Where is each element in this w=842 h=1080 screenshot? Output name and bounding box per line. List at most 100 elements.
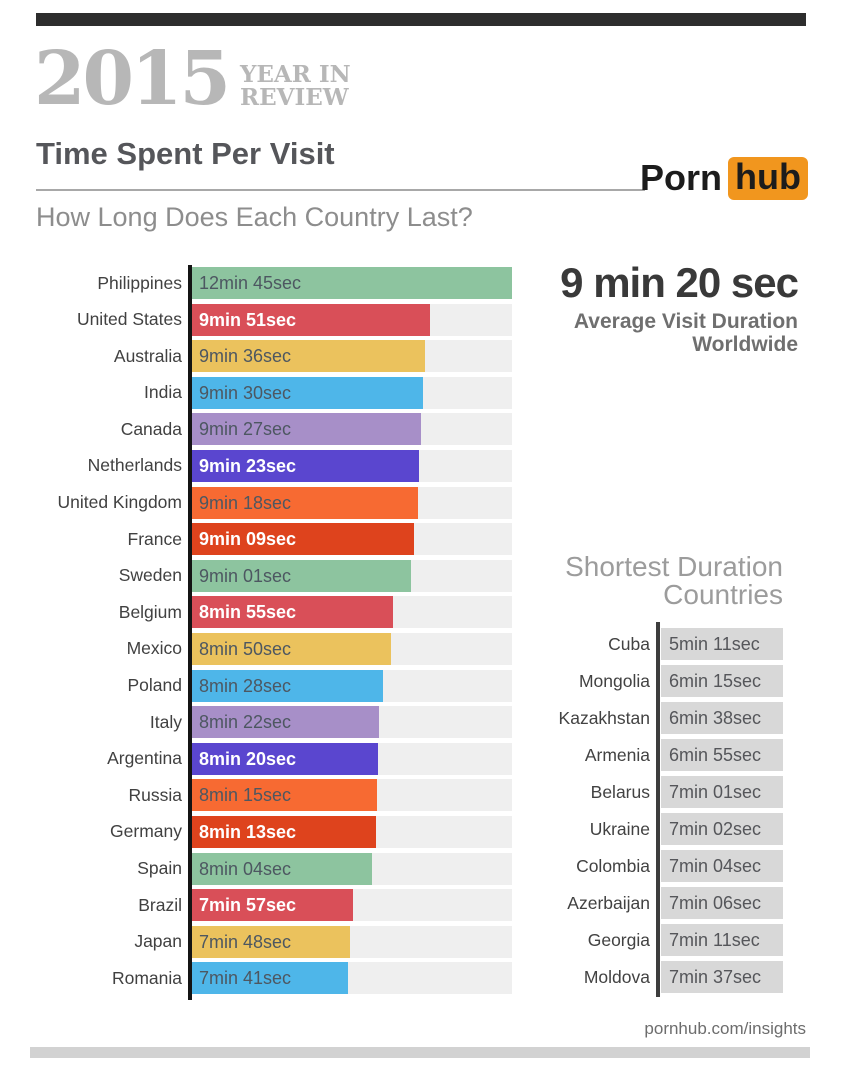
chart-row: Canada 9min 27sec: [36, 413, 522, 446]
chart-axis-line: [188, 265, 192, 1000]
bottom-accent-bar: [30, 1047, 810, 1058]
bar-track: 7min 57sec: [192, 889, 512, 922]
duration-bar: 9min 27sec: [192, 413, 422, 446]
duration-value: 9min 09sec: [199, 529, 297, 550]
chart-row: Brazil 7min 57sec: [36, 889, 522, 922]
country-label: Belgium: [118, 601, 182, 622]
country-label: Romania: [111, 967, 182, 988]
shortest-list-axis-line: [656, 622, 660, 997]
duration-value: 8min 04sec: [199, 858, 292, 879]
duration-bar: 8min 15sec: [192, 779, 377, 812]
shortest-row: Mongolia 6min 15sec: [500, 665, 783, 697]
duration-bar: 9min 36sec: [192, 340, 425, 373]
duration-bar: 8min 22sec: [192, 706, 379, 739]
shortest-row: Cuba 5min 11sec: [500, 628, 783, 660]
bar-track: 8min 55sec: [192, 596, 512, 629]
duration-value: 7min 41sec: [199, 968, 292, 989]
chart-row: Romania 7min 41sec: [36, 962, 522, 995]
duration-bar: 12min 45sec: [192, 267, 512, 299]
duration-value: 8min 20sec: [199, 748, 297, 769]
duration-value: 9min 01sec: [199, 565, 292, 586]
country-label: United Kingdom: [57, 492, 182, 513]
bar-track: 8min 04sec: [192, 852, 512, 885]
chart-row: United Kingdom 9min 18sec: [36, 486, 522, 519]
duration-bar: 9min 01sec: [192, 559, 411, 592]
country-label: Australia: [113, 345, 182, 366]
chart-row: France 9min 09sec: [36, 523, 522, 556]
bar-track: 9min 27sec: [192, 413, 512, 446]
duration-bar: 7min 48sec: [192, 925, 351, 958]
country-label: Azerbaijan: [567, 892, 650, 913]
country-label: Philippines: [97, 272, 182, 293]
shortest-duration-list: Cuba 5min 11sec Mongolia 6min 15sec Kazakhst…: [500, 628, 783, 998]
duration-value-box: 7min 37sec: [661, 961, 783, 993]
average-duration-label-line2: Worldwide: [692, 333, 798, 357]
shortest-row: Colombia 7min 04sec: [500, 850, 783, 882]
bar-track: 9min 36sec: [192, 340, 512, 373]
bar-track: 9min 01sec: [192, 559, 512, 592]
country-label: Armenia: [584, 744, 650, 765]
duration-bar: 9min 09sec: [192, 523, 415, 556]
duration-value-box: 6min 38sec: [661, 702, 783, 734]
bar-track: 8min 22sec: [192, 706, 512, 739]
shortest-row: Ukraine 7min 02sec: [500, 813, 783, 845]
average-duration-label-line1: Average Visit Duration: [573, 310, 798, 334]
year-text: 2015: [34, 36, 231, 122]
chart-row: Japan 7min 48sec: [36, 925, 522, 958]
duration-bar: 9min 51sec: [192, 303, 431, 336]
chart-row: Argentina 8min 20sec: [36, 742, 522, 775]
shortest-row: Georgia 7min 11sec: [500, 924, 783, 956]
duration-value: 8min 50sec: [199, 638, 292, 659]
country-label: Belarus: [590, 781, 650, 802]
duration-bar: 7min 41sec: [192, 962, 349, 995]
page-title: Time Spent Per Visit: [36, 136, 335, 171]
duration-bar-chart: Philippines 12min 45sec United States 9min …: [36, 267, 522, 999]
duration-value: 8min 28sec: [199, 675, 292, 696]
chart-row: Mexico 8min 50sec: [36, 632, 522, 665]
shortest-row: Moldova 7min 37sec: [500, 961, 783, 993]
duration-bar: 9min 18sec: [192, 486, 418, 519]
bar-track: 8min 28sec: [192, 669, 512, 702]
duration-value: 8min 55sec: [199, 602, 297, 623]
country-label: Argentina: [107, 748, 182, 769]
country-label: United States: [76, 309, 182, 330]
bar-track: 9min 30sec: [192, 376, 512, 409]
bar-track: 9min 51sec: [192, 303, 512, 336]
country-label: Kazakhstan: [558, 707, 650, 728]
chart-row: India 9min 30sec: [36, 376, 522, 409]
bar-track: 9min 09sec: [192, 523, 512, 556]
country-label: Georgia: [587, 929, 650, 950]
shortest-row: Azerbaijan 7min 06sec: [500, 887, 783, 919]
year-in-review-header: 2015 YEAR IN REVIEW: [34, 42, 351, 116]
duration-bar: 9min 30sec: [192, 376, 423, 409]
chart-row: Netherlands 9min 23sec: [36, 449, 522, 482]
bar-track: 8min 15sec: [192, 779, 512, 812]
duration-value: 7min 57sec: [199, 895, 297, 916]
year-suffix-text: YEAR IN REVIEW: [239, 61, 351, 116]
chart-subtitle: How Long Does Each Country Last?: [36, 202, 473, 232]
duration-value-box: 7min 01sec: [661, 776, 783, 808]
duration-value-box: 7min 11sec: [661, 924, 783, 956]
country-label: Germany: [110, 821, 182, 842]
footer-url: pornhub.com/insights: [644, 1019, 806, 1038]
bar-track: 9min 18sec: [192, 486, 512, 519]
duration-value: 9min 18sec: [199, 492, 292, 513]
shortest-duration-title: Shortest Duration Countries: [565, 553, 783, 609]
chart-row: Belgium 8min 55sec: [36, 596, 522, 629]
country-label: Japan: [134, 931, 182, 952]
country-label: Mongolia: [578, 670, 650, 691]
duration-value-box: 7min 04sec: [661, 850, 783, 882]
year-suffix-line1: YEAR IN: [239, 61, 351, 88]
duration-value: 8min 13sec: [199, 821, 297, 842]
country-label: Spain: [137, 858, 182, 878]
bar-track: 8min 13sec: [192, 815, 512, 848]
country-label: Moldova: [583, 966, 650, 987]
duration-value: 7min 48sec: [199, 931, 292, 952]
bar-track: 12min 45sec: [192, 267, 512, 299]
country-label: Poland: [127, 675, 183, 696]
duration-bar: 8min 04sec: [192, 852, 373, 885]
bar-track: 9min 23sec: [192, 449, 512, 482]
logo-word-porn: Porn: [640, 157, 723, 199]
country-label: France: [127, 528, 182, 549]
